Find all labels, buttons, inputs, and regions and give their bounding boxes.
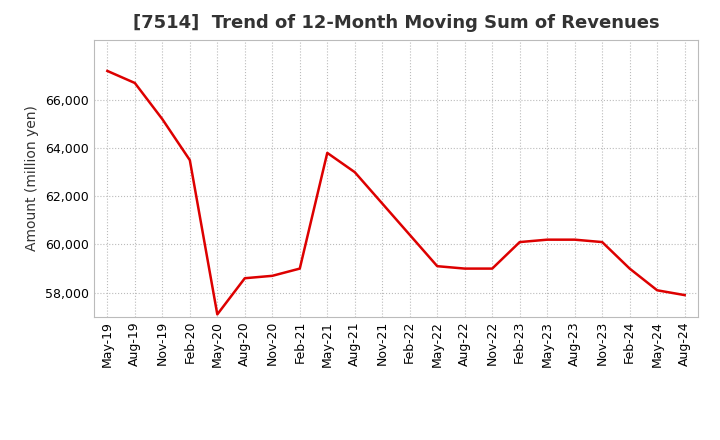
Y-axis label: Amount (million yen): Amount (million yen) <box>25 105 39 251</box>
Title: [7514]  Trend of 12-Month Moving Sum of Revenues: [7514] Trend of 12-Month Moving Sum of R… <box>132 15 660 33</box>
